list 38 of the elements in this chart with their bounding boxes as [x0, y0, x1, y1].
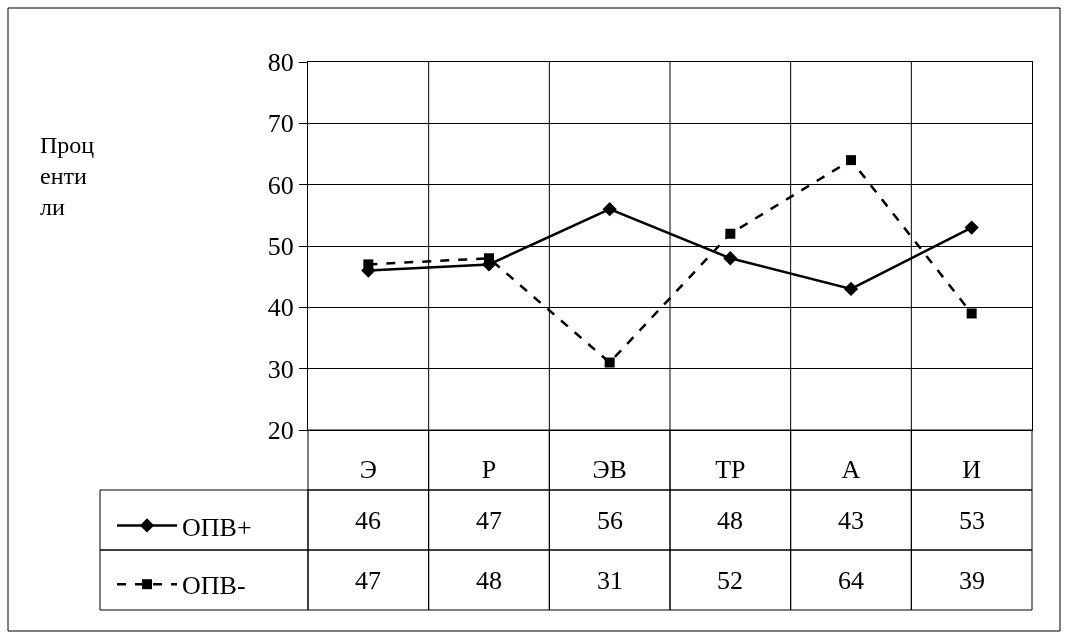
data-label: 64	[838, 566, 864, 595]
legend-label: ОПВ-	[182, 571, 246, 601]
data-label: 31	[597, 566, 623, 595]
x-tick-label: Э	[359, 455, 377, 485]
data-label: 47	[476, 506, 502, 535]
y-tick-label: 20	[267, 416, 294, 446]
x-tick-label: И	[962, 455, 982, 485]
y-tick-label: 30	[267, 354, 294, 384]
data-label: 52	[717, 566, 743, 595]
point	[846, 155, 856, 166]
text: Процентили	[40, 132, 95, 221]
point	[602, 202, 617, 217]
data-label: 48	[476, 566, 502, 595]
data-label: 48	[717, 506, 743, 535]
point	[843, 281, 859, 297]
data-label: 39	[959, 566, 985, 595]
data-label: 47	[355, 566, 381, 595]
x-tick-label: А	[841, 455, 861, 485]
point	[725, 228, 736, 239]
point	[604, 357, 615, 368]
legend-label: ОПВ+	[182, 512, 252, 542]
y-tick-label: 60	[267, 170, 294, 200]
point	[966, 308, 977, 319]
point	[964, 220, 979, 235]
data-label: 56	[597, 506, 623, 535]
data-label: 43	[838, 506, 864, 535]
y-tick-label: 70	[267, 109, 294, 139]
y-tick-label: 80	[267, 48, 294, 78]
y-tick-label: 40	[267, 293, 294, 323]
point	[723, 251, 738, 266]
y-tick-label: 50	[267, 232, 294, 262]
x-tick-label: Р	[481, 455, 497, 485]
data-label: 46	[355, 506, 381, 535]
point	[363, 259, 374, 270]
point	[484, 253, 494, 264]
x-tick-label: ЭВ	[592, 455, 627, 485]
x-tick-label: ТР	[715, 455, 746, 485]
data-label: 53	[959, 506, 985, 535]
